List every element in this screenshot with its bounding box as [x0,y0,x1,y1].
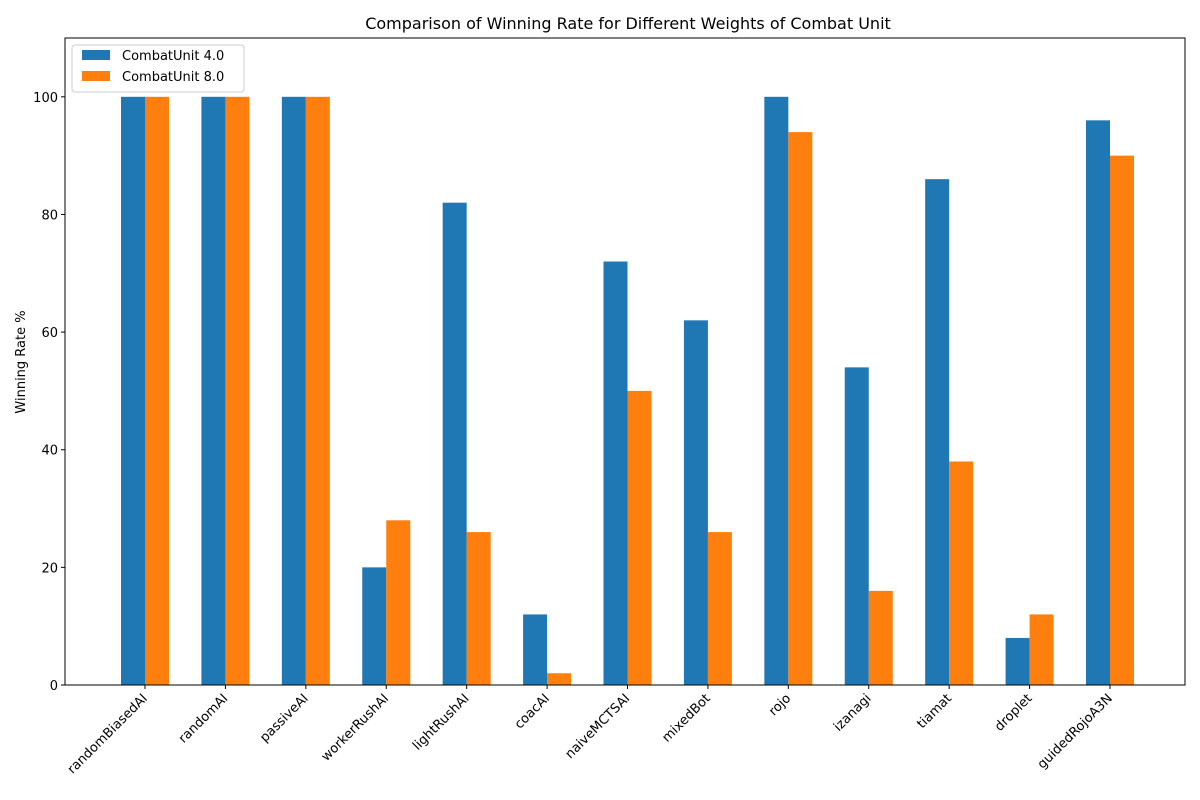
bar-cu4-tiamat [925,179,950,685]
x-axis: randomBiasedAI randomAI passiveAI workerRus… [65,685,1116,777]
bar-cu8-lightRushAI [466,532,491,685]
x-tick-label-naiveMCTSAI: naiveMCTSAI [563,691,634,762]
y-tick-label: 40 [41,444,58,459]
bar-cu8-droplet [1029,614,1054,685]
bar-cu8-izanagi [868,590,893,685]
bar-cu4-lightRushAI [442,202,467,685]
bar-cu4-izanagi [844,367,869,685]
x-tick-label-rojo: rojo [766,691,794,719]
bar-cu4-randomAI [201,96,226,686]
y-tick-label: 0 [50,679,58,694]
plot-frame [64,37,1186,686]
y-tick-label: 80 [41,208,58,223]
bar-cu4-mixedBot [683,320,708,685]
bar-cu4-passiveAI [281,96,306,686]
chart-title: Comparison of Winning Rate for Different… [365,14,891,33]
legend-label-cu8: CombatUnit 8.0 [122,70,224,85]
bar-cu8-randomBiasedAI [145,96,169,686]
x-tick-label-coacAI: coacAI [512,691,553,732]
x-tick-label-guidedRojoA3N: guidedRojoA3N [1035,691,1116,772]
bar-cu8-rojo [788,132,813,686]
bar-cu4-guidedRojoA3N [1086,120,1110,685]
x-tick-label-randomAI: randomAI [176,691,231,746]
x-tick-label-tiamat: tiamat [914,691,955,732]
bar-cu8-coacAI [547,673,572,685]
y-tick-label: 20 [41,561,58,576]
y-axis: 0 20 40 60 80 100 [33,91,65,694]
y-tick-label: 60 [41,326,58,341]
y-tick-label: 100 [33,91,58,106]
bar-cu8-guidedRojoA3N [1110,155,1134,686]
x-tick-label-droplet: droplet [992,691,1035,734]
bar-cu4-droplet [1005,637,1030,685]
bar-cu8-mixedBot [707,532,732,685]
bar-cu4-coacAI [523,614,548,685]
bar-cu8-naiveMCTSAI [627,390,652,685]
bar-cu8-workerRushAI [386,520,411,685]
x-tick-label-randomBiasedAI: randomBiasedAI [65,691,151,777]
legend-swatch-cu4 [82,50,110,60]
legend-swatch-cu8 [82,71,110,81]
x-tick-label-izanagi: izanagi [831,691,874,734]
legend: CombatUnit 4.0 CombatUnit 8.0 [71,44,245,93]
plot-area [64,37,1186,686]
x-tick-label-lightRushAI: lightRushAI [410,691,472,753]
y-axis-label: Winning Rate % [14,310,29,413]
legend-label-cu4: CombatUnit 4.0 [122,49,224,64]
x-tick-label-passiveAI: passiveAI [257,691,311,745]
x-tick-label-workerRushAI: workerRushAI [319,691,392,764]
bar-cu4-workerRushAI [362,567,387,685]
bar-cu8-randomAI [225,96,250,686]
bar-cu8-passiveAI [305,96,330,686]
legend-box [71,44,245,93]
bar-cu4-rojo [764,96,789,686]
x-tick-label-mixedBot: mixedBot [659,691,713,745]
bar-cu8-tiamat [949,461,974,685]
bar-cu4-naiveMCTSAI [603,261,628,685]
bar-cu4-randomBiasedAI [121,96,145,686]
